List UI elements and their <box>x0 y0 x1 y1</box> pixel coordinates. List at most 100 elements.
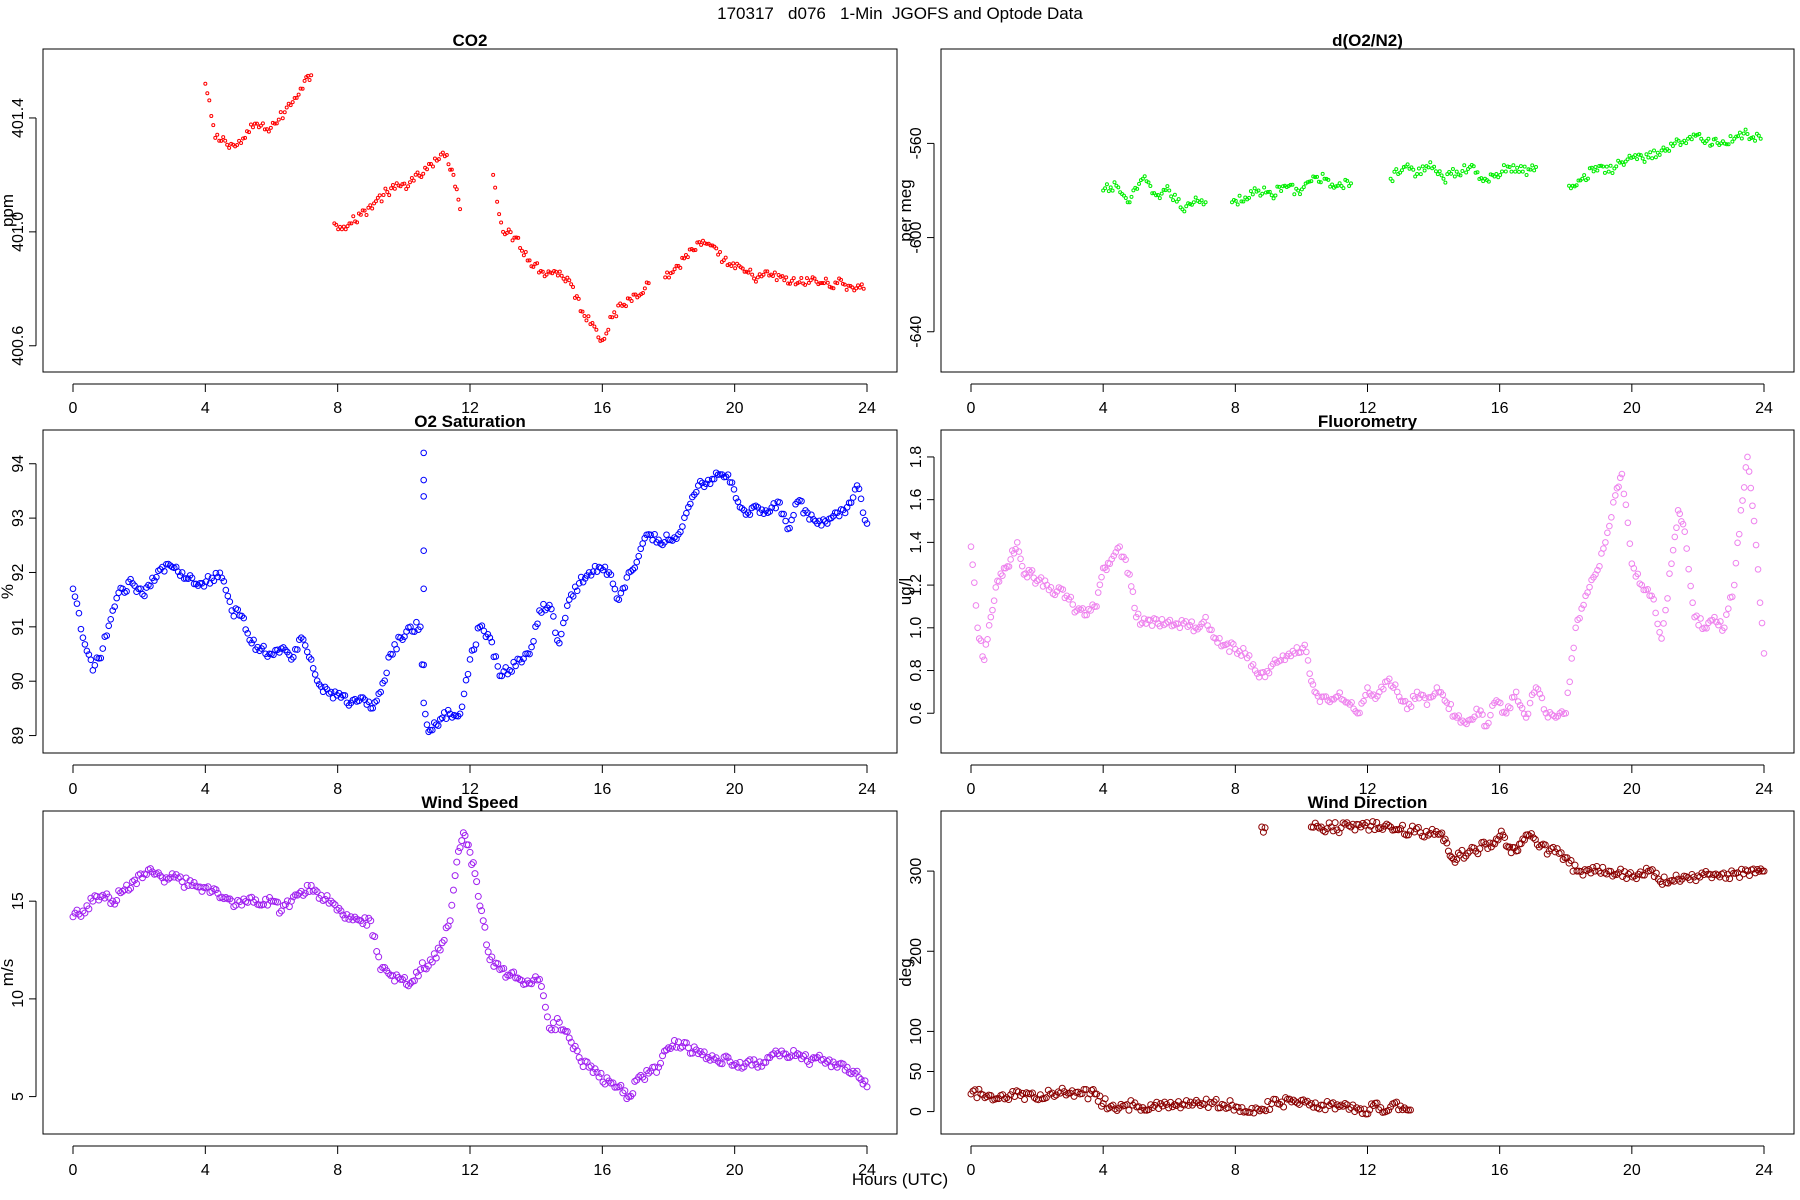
data-point <box>678 265 683 270</box>
data-point <box>1288 182 1293 187</box>
data-point <box>1015 548 1023 555</box>
data-point <box>1618 470 1626 478</box>
data-point <box>979 653 986 660</box>
data-point <box>472 641 480 648</box>
data-point <box>1377 824 1385 832</box>
data-point <box>1344 699 1351 706</box>
data-point <box>1167 188 1172 193</box>
data-point <box>1596 563 1603 570</box>
data-point <box>381 193 386 198</box>
data-point <box>1673 524 1680 532</box>
data-point <box>385 189 390 194</box>
data-point <box>733 266 738 271</box>
data-point <box>1464 170 1469 175</box>
data-point <box>1345 178 1350 183</box>
data-point <box>1146 180 1151 185</box>
data-point <box>975 635 983 642</box>
data-point <box>394 181 399 186</box>
data-point <box>77 625 85 633</box>
data-point <box>967 543 975 550</box>
data-point <box>137 585 144 593</box>
data-point <box>987 1092 995 1100</box>
data-point <box>646 281 651 286</box>
data-point <box>224 895 232 903</box>
data-point <box>1301 641 1309 649</box>
data-point <box>1520 836 1528 844</box>
data-point <box>1280 1103 1288 1111</box>
data-point <box>360 208 365 213</box>
o2-saturation-title: O2 Saturation <box>414 412 525 431</box>
data-point <box>857 1076 865 1084</box>
data-point <box>755 275 760 280</box>
x-tick-label: 4 <box>201 781 210 798</box>
data-point <box>400 182 405 187</box>
data-point <box>799 1052 807 1060</box>
data-point <box>1126 571 1133 578</box>
data-point <box>428 726 436 734</box>
data-point <box>1163 188 1168 193</box>
data-point <box>555 273 560 278</box>
data-point <box>1725 605 1732 613</box>
data-point <box>336 227 341 232</box>
data-point <box>1411 695 1419 703</box>
y-tick-label: 94 <box>10 455 27 473</box>
data-point <box>565 275 570 280</box>
data-point <box>1635 157 1640 162</box>
data-point <box>220 577 228 585</box>
data-point <box>655 536 662 544</box>
data-point <box>1549 843 1557 851</box>
d-o2-n2-title: d(O2/N2) <box>1332 31 1403 50</box>
data-point <box>642 286 647 291</box>
data-point <box>440 936 448 944</box>
data-point <box>1676 877 1684 885</box>
y-tick-label: 401.0 <box>10 212 27 252</box>
data-point <box>579 578 587 586</box>
data-point <box>518 246 523 251</box>
data-point <box>1626 540 1634 548</box>
data-point <box>606 327 611 332</box>
data-point <box>402 981 410 989</box>
data-point <box>488 638 496 646</box>
data-point <box>392 186 397 191</box>
data-point <box>105 622 113 630</box>
data-point <box>1406 1106 1414 1114</box>
data-point <box>1736 134 1741 139</box>
data-point <box>708 243 713 248</box>
fluorometry-points <box>967 453 1768 730</box>
data-point <box>1557 849 1565 857</box>
data-point <box>1345 822 1353 830</box>
data-point <box>127 575 134 583</box>
data-point <box>1263 667 1271 675</box>
data-point <box>1109 1101 1117 1109</box>
data-point <box>1509 169 1514 174</box>
data-point <box>768 504 776 511</box>
data-point <box>584 318 589 323</box>
o2-saturation-plot-frame <box>42 429 898 754</box>
data-point <box>574 294 579 299</box>
data-point <box>184 575 192 582</box>
data-point <box>1599 163 1604 168</box>
data-point <box>383 186 388 191</box>
wind-speed-points <box>69 829 871 1103</box>
data-point <box>971 579 978 586</box>
data-point <box>818 281 823 286</box>
data-point <box>721 258 726 263</box>
data-point <box>391 977 399 985</box>
data-point <box>1071 608 1079 616</box>
data-point <box>971 1086 979 1094</box>
data-point <box>469 859 477 867</box>
data-point <box>1341 1100 1349 1108</box>
data-point <box>389 651 396 658</box>
data-point <box>1059 586 1067 593</box>
data-point <box>1364 1110 1372 1118</box>
data-point <box>294 646 301 653</box>
data-point <box>223 138 228 143</box>
data-point <box>1245 652 1253 659</box>
data-point <box>1127 583 1135 590</box>
data-point <box>1113 1107 1121 1115</box>
data-point <box>1335 183 1340 188</box>
data-point <box>1299 1096 1307 1104</box>
data-point <box>623 304 628 309</box>
data-point <box>1736 873 1744 881</box>
data-point <box>1699 136 1704 141</box>
